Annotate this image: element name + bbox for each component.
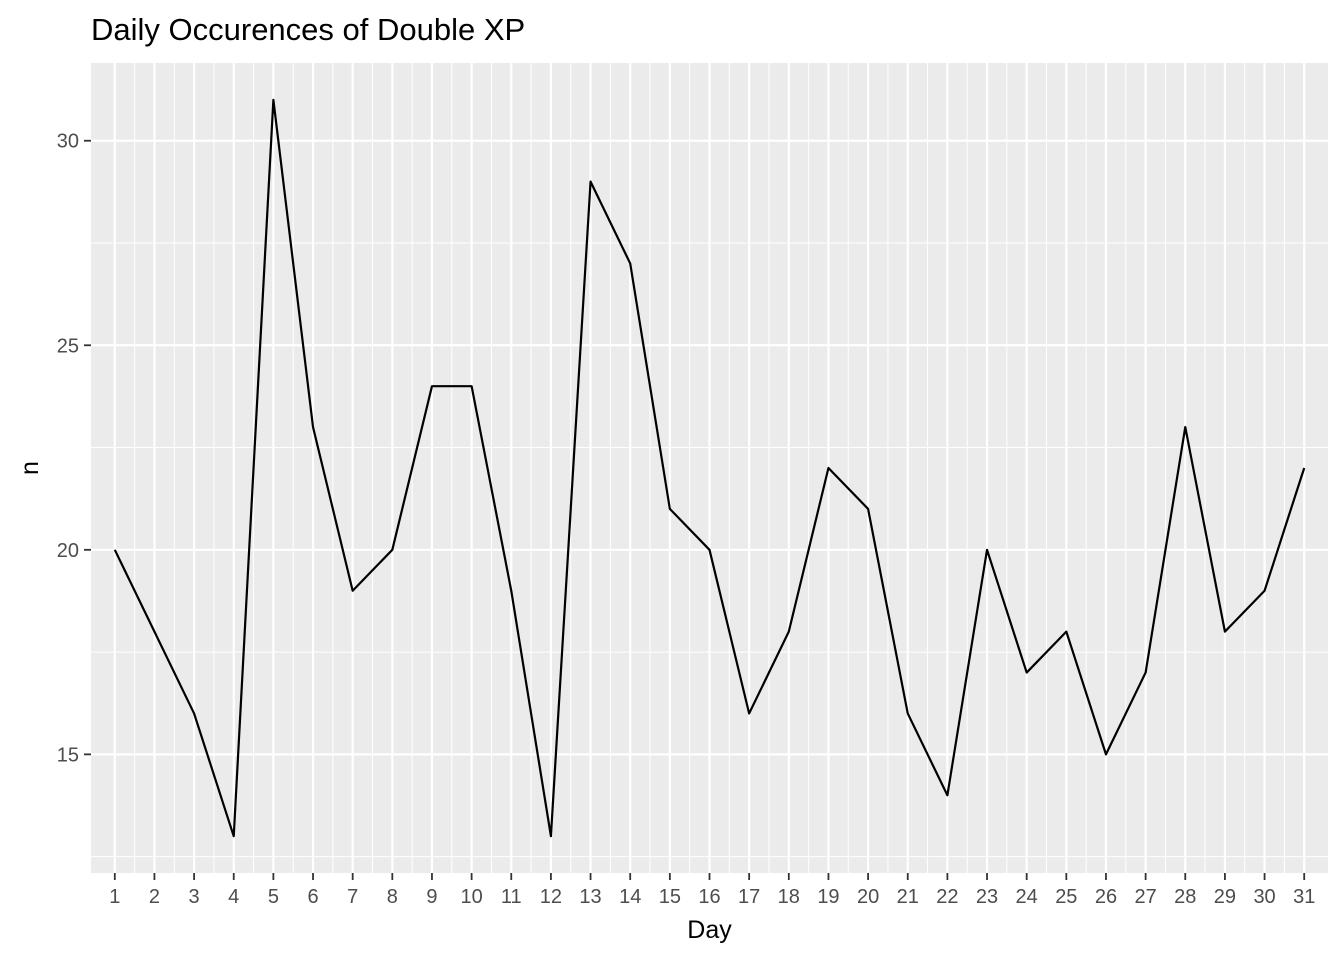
x-tick-label: 12 (540, 886, 562, 908)
y-tick-label: 30 (57, 131, 79, 153)
x-tick-label: 24 (1016, 886, 1038, 908)
x-tick-label: 20 (857, 886, 879, 908)
x-tick-label: 19 (817, 886, 839, 908)
x-tick-label: 16 (698, 886, 720, 908)
x-tick-label: 11 (501, 886, 522, 908)
x-tick-label: 3 (189, 886, 200, 908)
x-axis-title: Day (687, 916, 732, 944)
x-tick-label: 17 (738, 886, 760, 908)
chart-title: Daily Occurences of Double XP (91, 12, 525, 47)
x-tick-label: 22 (936, 886, 958, 908)
x-tick-label: 18 (778, 886, 800, 908)
x-tick-label: 14 (619, 886, 641, 908)
x-tick-label: 7 (347, 886, 358, 908)
x-tick-label: 4 (228, 886, 239, 908)
x-tick-label: 2 (149, 886, 160, 908)
x-tick-label: 21 (897, 886, 919, 908)
y-tick-label: 25 (57, 335, 79, 357)
x-tick-label: 8 (387, 886, 398, 908)
y-axis-title: n (16, 461, 44, 475)
x-tick-label: 15 (659, 886, 681, 908)
grid (91, 63, 1328, 873)
x-tick-label: 23 (976, 886, 998, 908)
x-tick-label: 13 (579, 886, 601, 908)
x-tick-label: 31 (1293, 886, 1315, 908)
x-tick-label: 26 (1095, 886, 1117, 908)
x-tick-label: 9 (426, 886, 437, 908)
x-tick-label: 25 (1055, 886, 1077, 908)
x-tick-label: 29 (1214, 886, 1236, 908)
x-tick-label: 28 (1174, 886, 1196, 908)
x-tick-label: 10 (460, 886, 482, 908)
x-tick-label: 27 (1134, 886, 1156, 908)
x-tick-label: 30 (1253, 886, 1275, 908)
x-tick-label: 5 (268, 886, 279, 908)
series-group (113, 98, 1306, 838)
y-axis: 15 20 25 30 (57, 131, 91, 766)
x-tick-label: 1 (109, 886, 120, 908)
y-tick-label: 20 (57, 540, 79, 562)
x-tick-label: 6 (307, 886, 318, 908)
y-tick-label: 15 (57, 744, 79, 766)
x-axis: 1 2 3 4 5 6 7 8 9 10 11 12 13 14 15 16 17 18 19 20 21 22 23 24 2… (109, 873, 1315, 908)
